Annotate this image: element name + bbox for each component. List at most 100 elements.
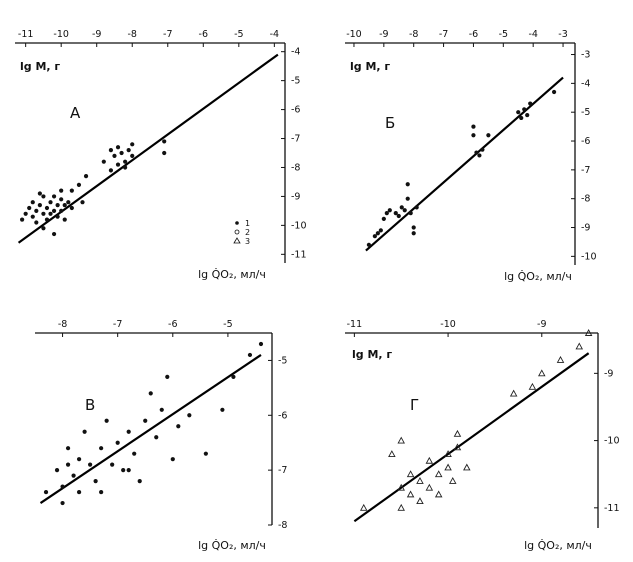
data-point [551,89,557,95]
regression-line [353,352,590,523]
data-point [54,468,60,473]
panel-v: -8 -7 -6 -5 -5 -6 -7 -8 Вlg Q̇O₂, мл/ч [35,319,287,552]
data-point [584,329,593,336]
data-point [88,462,93,467]
data-point [30,214,35,219]
data-point [59,188,64,193]
data-point [405,196,410,201]
data-point [519,115,524,121]
data-point [137,479,142,484]
x-tick-label: -4 [528,29,537,40]
data-point [480,147,485,152]
data-point [444,450,452,457]
data-point [93,479,98,484]
data-point [62,217,67,222]
x-tick-label: -7 [439,29,448,40]
y-tick-label: -8 [581,194,590,205]
x-axis-title: lg Q̇O₂, мл/ч [198,268,266,281]
data-point [154,435,159,440]
panel-letter: В [85,396,95,414]
y-tick-label: -3 [581,50,590,61]
y-tick-label: -7 [291,134,300,145]
data-point [359,503,368,511]
data-point [126,429,131,434]
panel-letter: Б [385,114,395,132]
data-point [82,429,87,434]
data-point [99,446,104,451]
data-point [55,214,60,219]
data-point [60,484,65,489]
data-point [162,150,167,156]
data-point [44,205,50,211]
data-point [99,489,104,495]
x-tick-label: -9 [92,29,101,40]
data-point [176,424,181,429]
y-axis-title: lg M, г [20,60,60,73]
data-point [434,490,443,498]
y-axis-title: lg M, г [350,60,390,73]
y-tick-label: -9 [604,368,613,379]
x-tick-label: -9 [379,29,388,40]
x-tick-label: -11 [347,319,363,330]
data-point [425,456,434,464]
data-point [258,341,264,347]
data-point [575,342,584,350]
data-point [381,216,386,221]
data-point [101,159,106,164]
x-axis-title: lg Q̇O₂, мл/ч [198,539,266,552]
legend-marker [235,221,239,225]
data-point [55,203,60,208]
x-tick-label: -7 [163,29,172,40]
data-point [425,483,434,491]
data-point [387,208,392,213]
data-point [159,407,164,412]
regression-line [39,354,262,504]
data-point [378,228,383,233]
y-tick-label: -10 [581,251,597,262]
data-point [414,205,419,210]
x-tick-label: -8 [58,319,67,330]
data-point [104,418,109,423]
data-point [528,382,537,390]
data-point [80,200,85,205]
data-point [393,211,398,216]
x-tick-label: -6 [469,29,478,40]
x-tick-label: -5 [499,29,508,40]
data-point [126,148,131,153]
panel-letter: Г [410,396,419,414]
data-point [41,211,46,216]
data-point [51,194,57,199]
data-point [34,208,39,213]
y-axis-title: lg M, г [352,348,392,361]
y-tick-label: -8 [278,520,287,531]
y-tick-label: -10 [604,436,620,447]
x-tick-label: -3 [558,29,567,40]
data-point [471,124,476,129]
data-point [76,182,82,187]
y-tick-label: -5 [291,76,300,87]
legend-marker [234,229,240,235]
data-point [123,165,128,170]
data-point [62,203,67,208]
data-point [556,355,565,363]
y-tick-label: -7 [581,165,590,176]
data-point [48,211,53,216]
data-point [396,213,401,219]
x-tick-label: -6 [199,29,208,40]
data-point [397,483,405,491]
data-point [162,139,167,144]
data-point [397,503,405,511]
data-point [538,369,546,377]
data-point [165,374,170,379]
x-tick-label: -8 [127,29,136,40]
data-point [20,217,25,222]
data-point [126,468,131,473]
data-point [30,200,35,205]
y-tick-label: -8 [291,162,300,173]
y-tick-label: -4 [291,47,300,58]
data-point [411,231,416,236]
data-point [65,446,71,451]
x-axis-title: lg Q̇O₂, мл/ч [504,270,572,283]
data-point [416,476,424,484]
x-tick-label: -4 [270,29,279,40]
